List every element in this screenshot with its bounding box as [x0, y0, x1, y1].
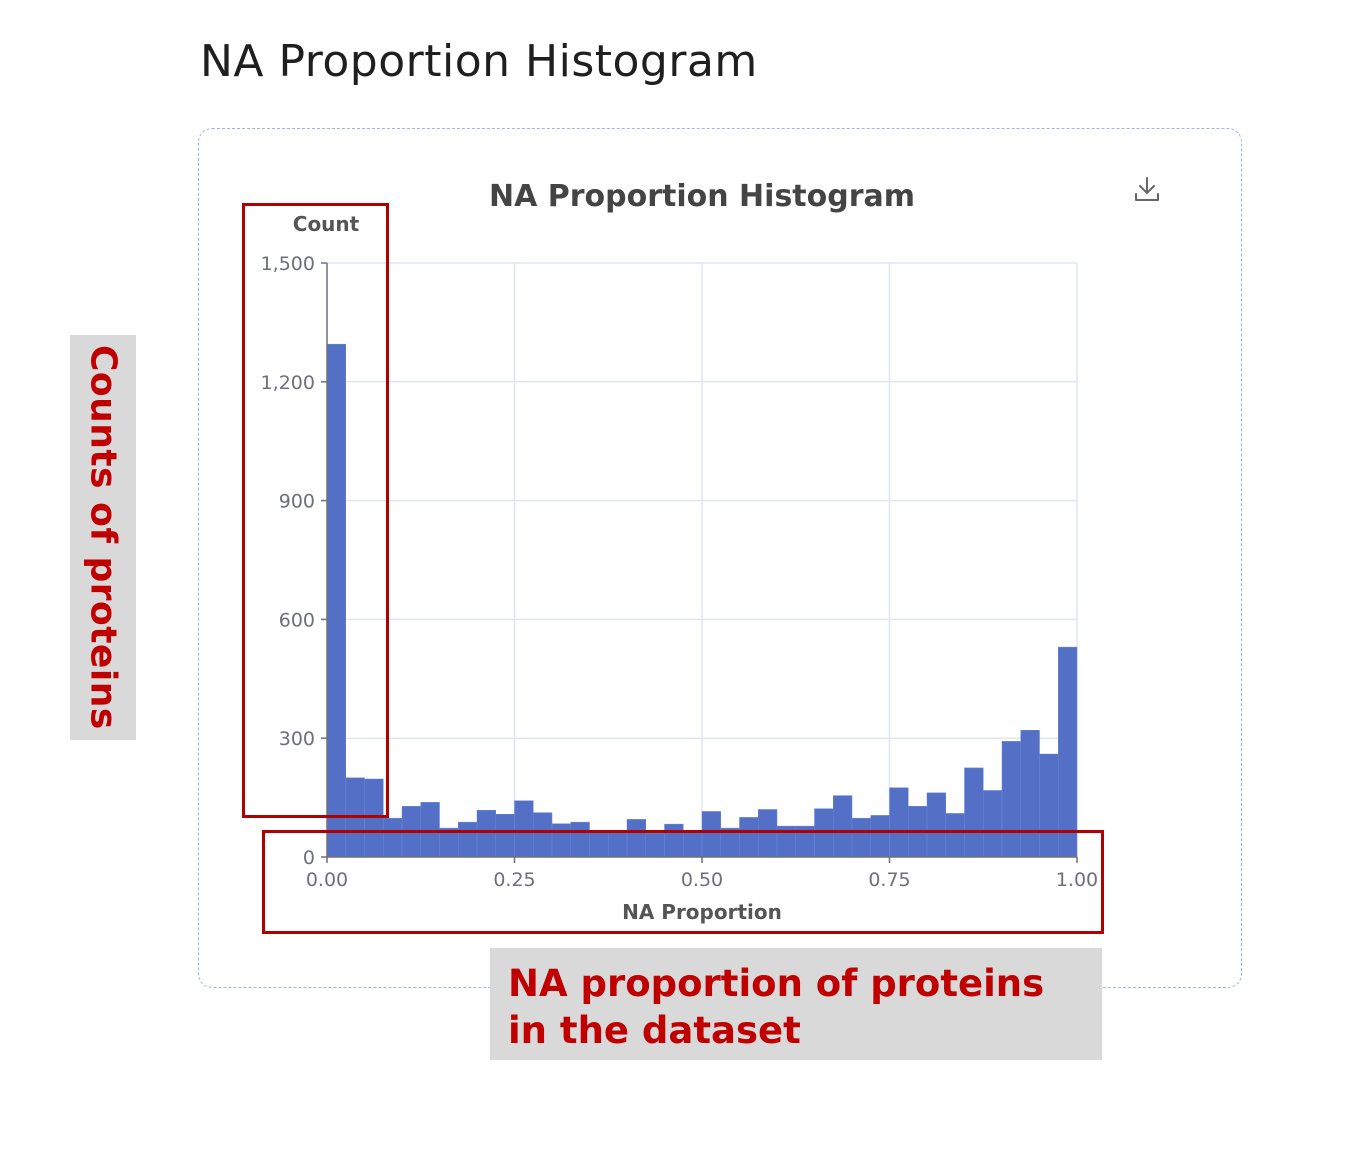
- y-tick-label-5: 1,500: [261, 253, 315, 275]
- y-tick-label-0: 0: [303, 847, 315, 869]
- x-tick-label-1: 0.25: [493, 869, 535, 891]
- x-tick-label-3: 0.75: [868, 869, 910, 891]
- page-title: NA Proportion Histogram: [200, 36, 758, 87]
- axes: [321, 262, 1078, 863]
- x-tick-label-0: 0.00: [306, 869, 348, 891]
- y-axis-title: Count: [293, 212, 360, 236]
- x-tick-label-2: 0.50: [681, 869, 723, 891]
- y-tick-label-4: 1,200: [261, 372, 315, 394]
- histogram-bar-39[interactable]: [1058, 646, 1078, 858]
- y-tick-label-1: 300: [279, 728, 315, 750]
- x-axis-highlight-box: [262, 830, 1104, 934]
- tick-labels: 0 300 600 900 1,200 1,500 0.00 0.25 0.50 0.75 1.00: [261, 253, 1099, 891]
- y-tick-label-2: 600: [279, 609, 315, 631]
- y-axis-annotation-text: Counts of proteins: [82, 345, 124, 730]
- grid-lines: [327, 262, 1078, 857]
- y-tick-label-3: 900: [279, 491, 315, 513]
- y-axis-highlight-box: [242, 203, 389, 818]
- y-axis-annotation: Counts of proteins: [70, 335, 136, 740]
- chart-title: NA Proportion Histogram: [489, 179, 915, 214]
- download-icon[interactable]: [1132, 174, 1162, 204]
- x-axis-annotation: NA proportion of proteins in the dataset: [490, 948, 1102, 1060]
- x-tick-label-4: 1.00: [1056, 869, 1098, 891]
- x-axis-title: NA Proportion: [622, 900, 782, 924]
